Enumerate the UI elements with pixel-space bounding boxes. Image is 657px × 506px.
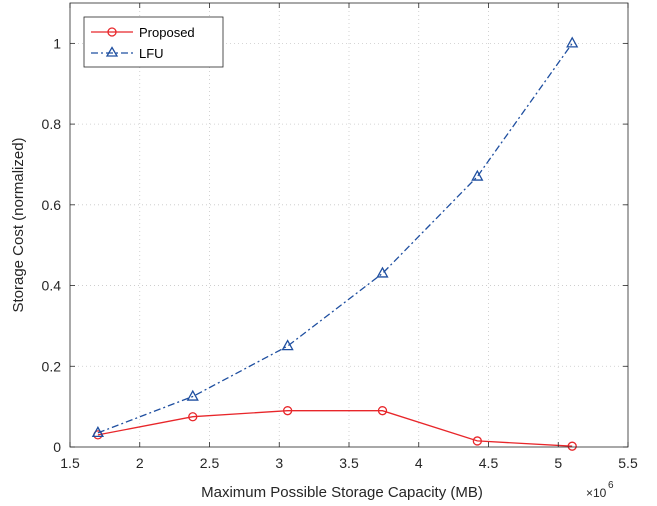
- data-point-proposed: [282, 406, 293, 416]
- y-axis-label: Storage Cost (normalized): [10, 137, 27, 312]
- x-tick-label: 5: [554, 455, 562, 471]
- x-tick-label: 2: [136, 455, 144, 471]
- x-tick-label: 5.5: [618, 455, 638, 471]
- y-tick-label: 0: [53, 439, 61, 455]
- legend: Proposed LFU: [83, 16, 224, 68]
- data-point-proposed: [188, 412, 198, 422]
- data-point-lfu: [91, 426, 105, 438]
- y-tick-label: 0.6: [42, 197, 62, 213]
- data-point-proposed: [377, 406, 388, 416]
- y-tick-label: 0.2: [42, 358, 62, 374]
- series-line-lfu: [97, 43, 573, 434]
- data-point-proposed: [567, 441, 577, 451]
- grid-lines: [70, 3, 628, 447]
- y-tick-label: 0.4: [42, 278, 62, 294]
- data-point-lfu: [281, 339, 294, 351]
- x-tick-label: 3.5: [339, 455, 359, 471]
- x-axis-label: Maximum Possible Storage Capacity (MB): [201, 484, 483, 501]
- legend-proposed-marker: [107, 27, 117, 37]
- legend-lfu-marker: [105, 46, 119, 57]
- series-layer: [91, 36, 579, 451]
- x-multiplier-exponent: 6: [608, 480, 614, 491]
- x-tick-label: 4: [415, 455, 423, 471]
- data-point-lfu: [566, 36, 579, 48]
- plot-background: [70, 3, 628, 447]
- data-point-lfu: [186, 389, 199, 401]
- data-point-lfu: [471, 169, 484, 181]
- data-point-proposed: [472, 436, 482, 446]
- x-tick-label: 4.5: [479, 455, 499, 471]
- series-line-proposed: [97, 410, 573, 447]
- x-multiplier-base: ×10: [586, 486, 607, 500]
- y-tick-label: 1: [53, 35, 61, 51]
- axis-ticks: 1.5 2 2.5 3 3.5 4 4.5 5 5.5 0 0.2 0.4 0.6 0.8 1: [42, 3, 638, 471]
- legend-lfu-label: LFU: [139, 46, 164, 61]
- legend-proposed-label: Proposed: [139, 25, 195, 40]
- data-point-lfu: [376, 266, 389, 278]
- y-tick-label: 0.8: [42, 116, 62, 132]
- x-tick-label: 1.5: [60, 455, 80, 471]
- legend-box: [83, 16, 224, 68]
- x-tick-label: 3: [275, 455, 283, 471]
- x-tick-label: 2.5: [200, 455, 220, 471]
